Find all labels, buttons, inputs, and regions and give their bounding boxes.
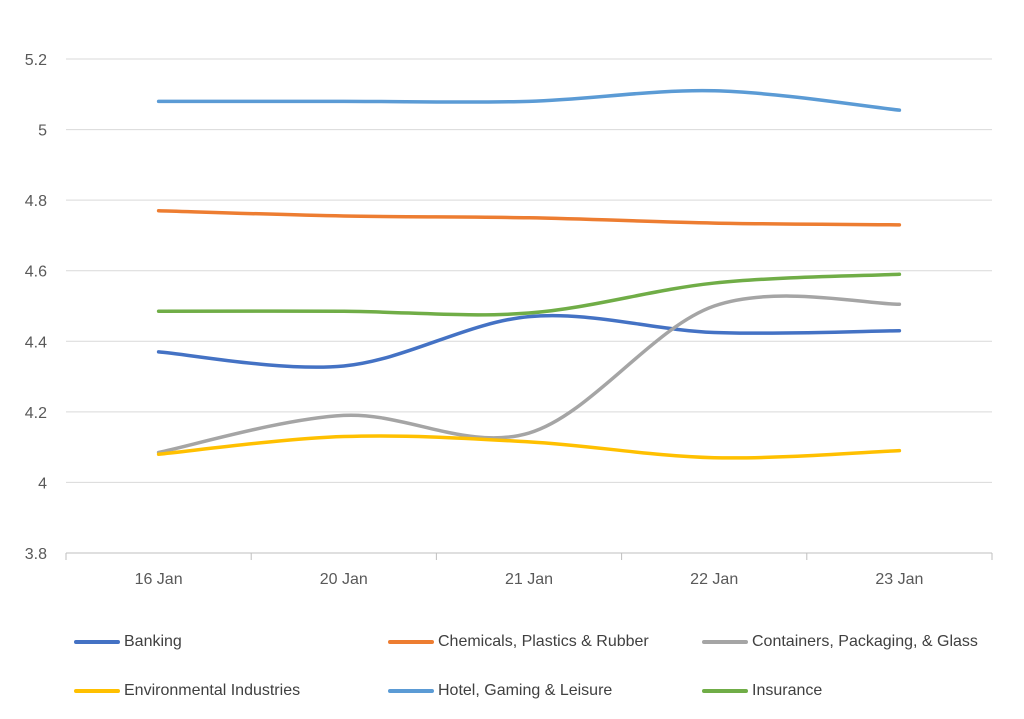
legend-item[interactable]: Containers, Packaging, & Glass [702, 633, 978, 651]
y-tick-label: 4.2 [25, 405, 47, 422]
legend-label: Environmental Industries [124, 682, 301, 699]
gridlines [66, 58, 992, 554]
legend-label: Insurance [752, 682, 823, 699]
legend-label: Chemicals, Plastics & Rubber [438, 633, 649, 650]
legend-swatch [74, 640, 120, 644]
y-tick-label: 3.8 [25, 546, 47, 563]
legend-swatch [388, 640, 434, 644]
legend-item[interactable]: Hotel, Gaming & Leisure [388, 682, 612, 700]
x-tick-label: 16 Jan [135, 571, 183, 588]
y-tick-label: 4.8 [25, 193, 47, 210]
series-line-insurance [156, 272, 902, 317]
legend-label: Banking [124, 633, 182, 650]
y-tick-label: 4.4 [25, 334, 47, 351]
x-tick-label: 20 Jan [320, 571, 368, 588]
series-line-hotel-gaming-leisure [156, 88, 902, 112]
legend-item[interactable]: Environmental Industries [74, 682, 300, 700]
y-tick-label: 5.2 [25, 52, 47, 69]
x-tick-label: 21 Jan [505, 571, 553, 588]
legend-item[interactable]: Banking [74, 633, 182, 651]
x-tick-label: 22 Jan [690, 571, 738, 588]
legend-item[interactable]: Chemicals, Plastics & Rubber [388, 633, 649, 651]
legend-swatch [388, 689, 434, 693]
series-line-chemicals-plastics-rubber [156, 208, 902, 227]
x-tick-label: 23 Jan [875, 571, 923, 588]
legend-label: Containers, Packaging, & Glass [752, 633, 978, 650]
legend-swatch [74, 689, 120, 693]
legend-item[interactable]: Insurance [702, 682, 822, 700]
series-line-banking [156, 313, 902, 369]
legend-swatch [702, 689, 748, 693]
y-tick-label: 5 [38, 123, 47, 140]
series-line-environmental-industries [156, 434, 902, 460]
legend-swatch [702, 640, 748, 644]
y-tick-label: 4.6 [25, 264, 47, 281]
x-axis: 16 Jan 20 Jan 21 Jan 22 Jan 23 Jan [65, 553, 993, 588]
y-axis-ticks: 3.8 4 4.2 4.4 4.6 4.8 5 5.2 [25, 52, 47, 563]
series-line-containers-packaging-glass [156, 294, 902, 455]
series-lines [156, 88, 902, 460]
y-tick-label: 4 [38, 475, 47, 492]
legend-label: Hotel, Gaming & Leisure [438, 682, 613, 699]
